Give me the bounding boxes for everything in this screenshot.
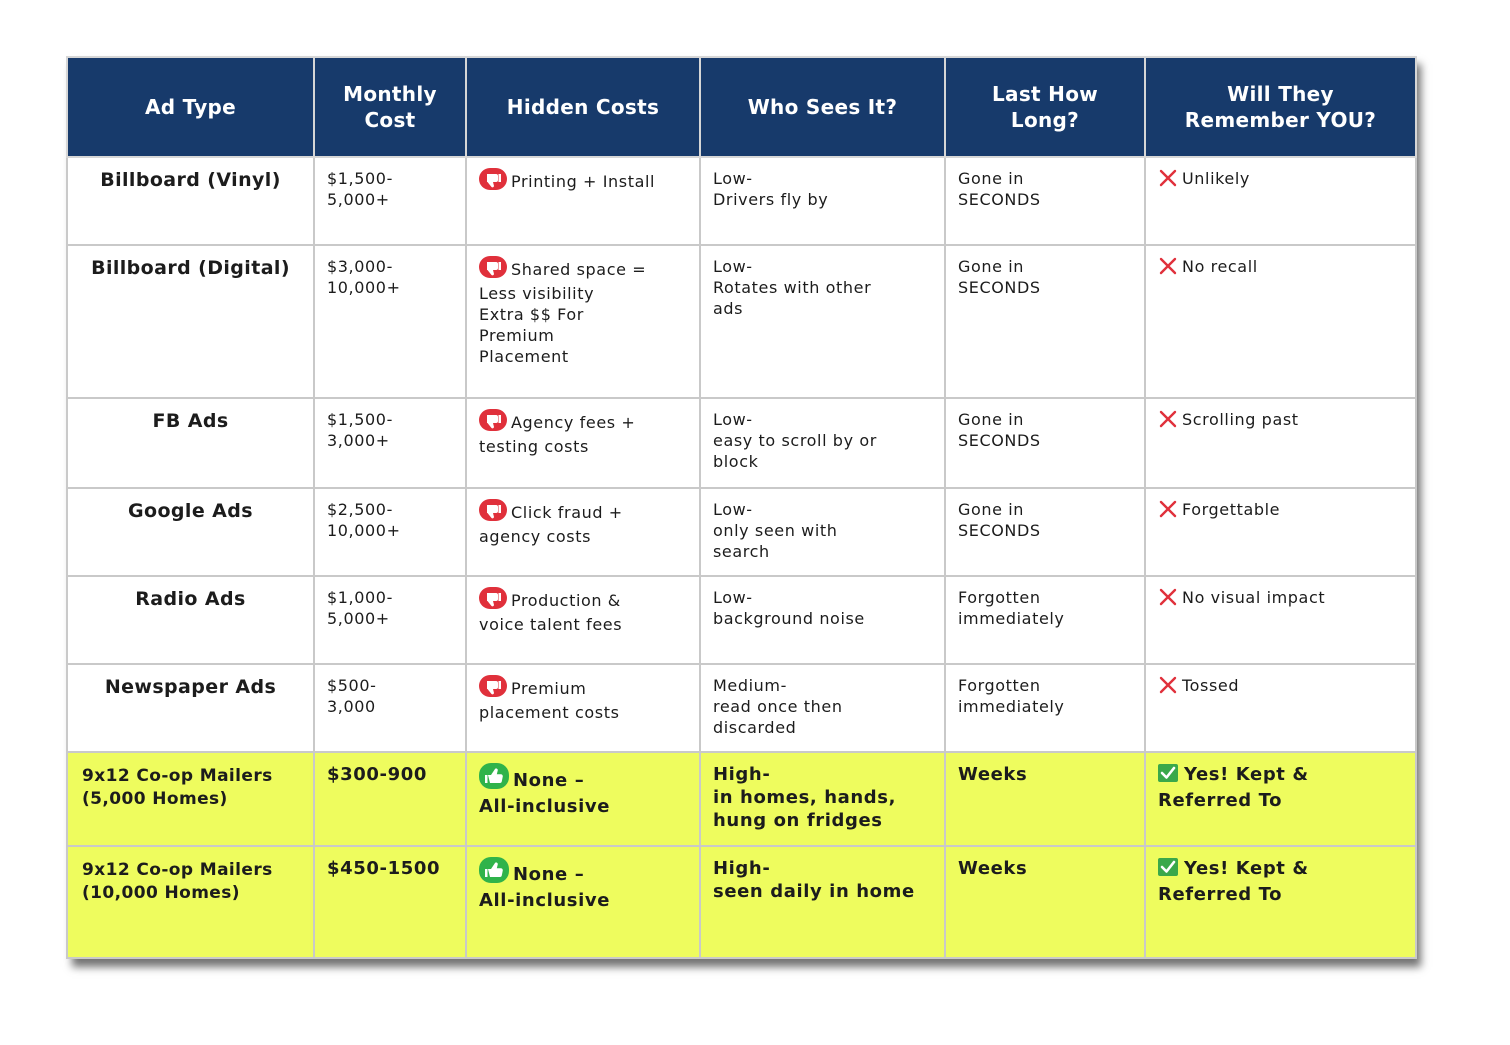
- monthly-cost-cell: $500- 3,000: [313, 663, 467, 753]
- remember-text: Scrolling past: [1182, 410, 1299, 429]
- comparison-table-container: Ad Type Monthly Cost Hidden Costs Who Se…: [66, 56, 1417, 959]
- ad-comparison-table: Ad Type Monthly Cost Hidden Costs Who Se…: [66, 56, 1417, 959]
- remember-text: No visual impact: [1182, 588, 1326, 607]
- remember-text: Tossed: [1182, 676, 1240, 695]
- ad-type-cell: 9x12 Co-op Mailers (10,000 Homes): [66, 845, 315, 959]
- who-sees-it-cell: Low- Drivers fly by: [699, 156, 946, 246]
- table-row: 9x12 Co-op Mailers (5,000 Homes) $300-900…: [66, 751, 1417, 847]
- header-who-sees-it: Who Sees It?: [699, 56, 946, 158]
- monthly-cost-cell: $1,500- 3,000+: [313, 397, 467, 489]
- x-icon: [1158, 257, 1178, 280]
- hidden-costs-cell: Printing + Install: [465, 156, 701, 246]
- monthly-cost-cell: $1,500- 5,000+: [313, 156, 467, 246]
- table-row: 9x12 Co-op Mailers (10,000 Homes) $450-15…: [66, 845, 1417, 959]
- who-sees-it-cell: Low- background noise: [699, 575, 946, 665]
- hidden-costs-cell: Click fraud + agency costs: [465, 487, 701, 577]
- remember-text: No recall: [1182, 257, 1258, 276]
- x-icon: [1158, 676, 1178, 699]
- last-how-long-cell: Gone in SECONDS: [944, 397, 1146, 489]
- table-row: Billboard (Vinyl) $1,500- 5,000+ Printing …: [66, 156, 1417, 246]
- hidden-costs-text: Production & voice talent fees: [479, 591, 623, 634]
- remember-cell: Forgettable: [1144, 487, 1417, 577]
- monthly-cost-cell: $450-1500: [313, 845, 467, 959]
- ad-type-cell: Google Ads: [66, 487, 315, 577]
- header-will-they-remember: Will They Remember YOU?: [1144, 56, 1417, 158]
- hidden-costs-text: Premium placement costs: [479, 679, 620, 722]
- ad-type-cell: FB Ads: [66, 397, 315, 489]
- remember-cell: Unlikely: [1144, 156, 1417, 246]
- hidden-costs-cell: Shared space = Less visibility Extra $$ …: [465, 244, 701, 399]
- hidden-costs-text: Agency fees + testing costs: [479, 413, 636, 456]
- last-how-long-cell: Forgotten immediately: [944, 575, 1146, 665]
- thumbs-down-icon: [479, 168, 507, 195]
- header-hidden-costs: Hidden Costs: [465, 56, 701, 158]
- who-sees-it-cell: Medium- read once then discarded: [699, 663, 946, 753]
- x-icon: [1158, 410, 1178, 433]
- header-ad-type: Ad Type: [66, 56, 315, 158]
- check-icon: [1158, 763, 1180, 789]
- table-row: Newspaper Ads $500- 3,000 Premium placemen…: [66, 663, 1417, 753]
- thumbs-up-icon: [479, 763, 509, 795]
- table-row: Billboard (Digital) $3,000- 10,000+ Shared…: [66, 244, 1417, 399]
- header-monthly-cost: Monthly Cost: [313, 56, 467, 158]
- table-row: FB Ads $1,500- 3,000+ Agency fees + testin…: [66, 397, 1417, 489]
- hidden-costs-text: Click fraud + agency costs: [479, 503, 623, 546]
- last-how-long-cell: Forgotten immediately: [944, 663, 1146, 753]
- header-row: Ad Type Monthly Cost Hidden Costs Who Se…: [66, 56, 1417, 158]
- monthly-cost-cell: $1,000- 5,000+: [313, 575, 467, 665]
- remember-text: Yes! Kept & Referred To: [1158, 764, 1309, 811]
- thumbs-up-icon: [479, 857, 509, 889]
- hidden-costs-cell: None – All-inclusive: [465, 751, 701, 847]
- ad-type-cell: 9x12 Co-op Mailers (5,000 Homes): [66, 751, 315, 847]
- thumbs-down-icon: [479, 256, 507, 283]
- who-sees-it-cell: Low- Rotates with other ads: [699, 244, 946, 399]
- hidden-costs-text: Printing + Install: [511, 172, 656, 191]
- who-sees-it-cell: High- in homes, hands, hung on fridges: [699, 751, 946, 847]
- thumbs-down-icon: [479, 409, 507, 436]
- hidden-costs-cell: Premium placement costs: [465, 663, 701, 753]
- remember-text: Yes! Kept & Referred To: [1158, 858, 1309, 905]
- last-how-long-cell: Gone in SECONDS: [944, 487, 1146, 577]
- remember-cell: Yes! Kept & Referred To: [1144, 751, 1417, 847]
- hidden-costs-cell: None – All-inclusive: [465, 845, 701, 959]
- remember-cell: Tossed: [1144, 663, 1417, 753]
- remember-cell: Scrolling past: [1144, 397, 1417, 489]
- remember-cell: Yes! Kept & Referred To: [1144, 845, 1417, 959]
- remember-text: Forgettable: [1182, 500, 1281, 519]
- monthly-cost-cell: $2,500- 10,000+: [313, 487, 467, 577]
- check-icon: [1158, 857, 1180, 883]
- thumbs-down-icon: [479, 499, 507, 526]
- remember-cell: No recall: [1144, 244, 1417, 399]
- hidden-costs-cell: Agency fees + testing costs: [465, 397, 701, 489]
- remember-cell: No visual impact: [1144, 575, 1417, 665]
- who-sees-it-cell: High- seen daily in home: [699, 845, 946, 959]
- remember-text: Unlikely: [1182, 169, 1250, 188]
- x-icon: [1158, 500, 1178, 523]
- hidden-costs-text: Shared space = Less visibility Extra $$ …: [479, 260, 647, 366]
- ad-type-cell: Newspaper Ads: [66, 663, 315, 753]
- last-how-long-cell: Weeks: [944, 751, 1146, 847]
- table-body: Billboard (Vinyl) $1,500- 5,000+ Printing …: [66, 156, 1417, 959]
- ad-type-cell: Billboard (Digital): [66, 244, 315, 399]
- monthly-cost-cell: $3,000- 10,000+: [313, 244, 467, 399]
- table-row: Google Ads $2,500- 10,000+ Click fraud + a…: [66, 487, 1417, 577]
- hidden-costs-cell: Production & voice talent fees: [465, 575, 701, 665]
- ad-type-cell: Radio Ads: [66, 575, 315, 665]
- thumbs-down-icon: [479, 675, 507, 702]
- header-last-how-long: Last How Long?: [944, 56, 1146, 158]
- x-icon: [1158, 588, 1178, 611]
- monthly-cost-cell: $300-900: [313, 751, 467, 847]
- last-how-long-cell: Gone in SECONDS: [944, 244, 1146, 399]
- ad-type-cell: Billboard (Vinyl): [66, 156, 315, 246]
- who-sees-it-cell: Low- easy to scroll by or block: [699, 397, 946, 489]
- last-how-long-cell: Weeks: [944, 845, 1146, 959]
- hidden-costs-text: None – All-inclusive: [479, 864, 611, 911]
- x-icon: [1158, 169, 1178, 192]
- table-row: Radio Ads $1,000- 5,000+ Production & voic…: [66, 575, 1417, 665]
- hidden-costs-text: None – All-inclusive: [479, 770, 611, 817]
- last-how-long-cell: Gone in SECONDS: [944, 156, 1146, 246]
- thumbs-down-icon: [479, 587, 507, 614]
- who-sees-it-cell: Low- only seen with search: [699, 487, 946, 577]
